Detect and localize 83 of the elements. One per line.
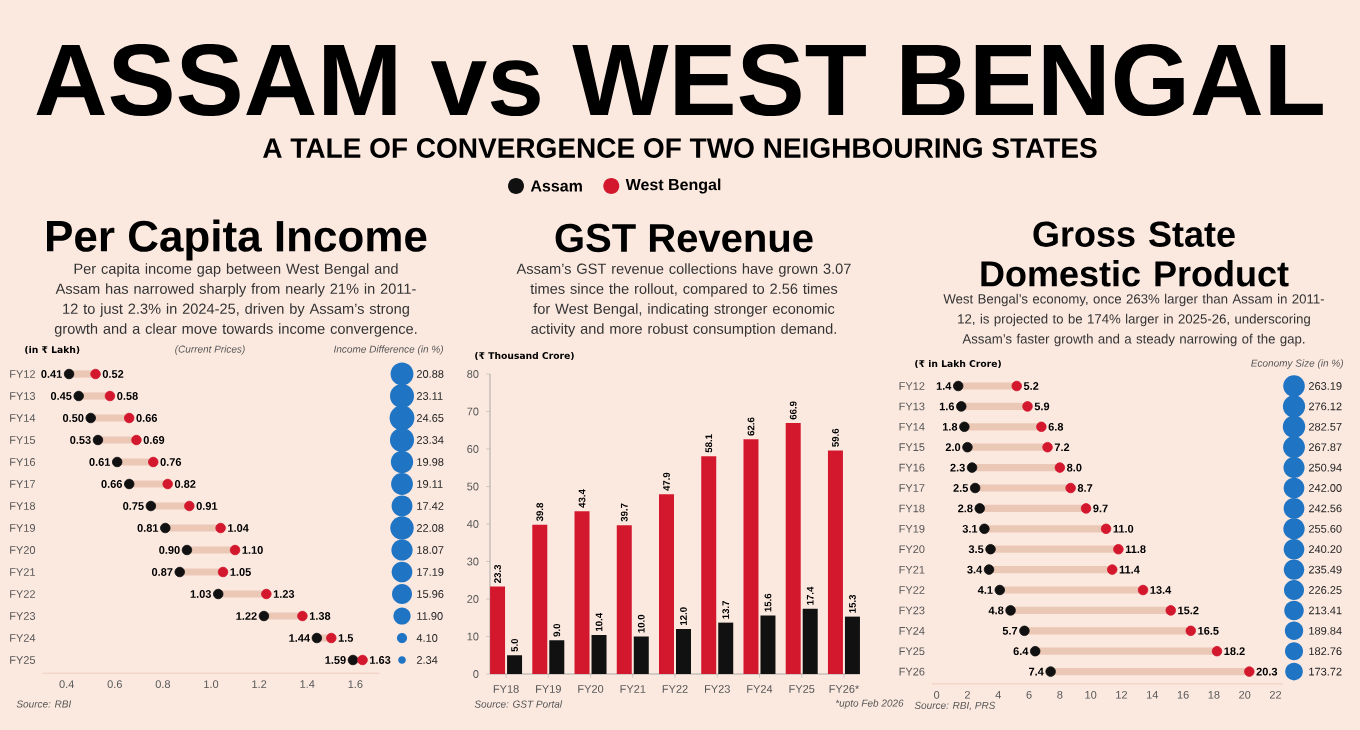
point	[258, 610, 270, 622]
bar	[549, 640, 565, 674]
bar	[591, 635, 607, 674]
point	[124, 412, 135, 424]
point	[148, 456, 159, 468]
point	[104, 390, 116, 402]
bar	[844, 616, 860, 674]
point	[1211, 646, 1223, 657]
chart-title: GST Revenue	[555, 223, 813, 253]
point	[326, 632, 337, 644]
point	[959, 421, 970, 432]
bar	[827, 450, 843, 674]
point	[1113, 544, 1124, 555]
bar	[633, 636, 649, 674]
point	[181, 544, 193, 556]
point	[213, 588, 224, 600]
bar	[718, 622, 734, 674]
point	[145, 500, 157, 512]
point	[297, 610, 308, 622]
point	[979, 523, 990, 535]
point	[952, 380, 964, 392]
point	[983, 564, 995, 575]
point	[229, 544, 241, 556]
point	[63, 368, 75, 380]
point	[131, 434, 142, 446]
point	[160, 522, 171, 534]
point	[73, 390, 84, 402]
point	[347, 654, 359, 666]
bar	[616, 525, 632, 674]
point	[956, 401, 967, 412]
point	[1185, 625, 1196, 636]
point	[1137, 584, 1149, 596]
point	[1042, 442, 1053, 453]
point	[92, 434, 104, 446]
point	[962, 442, 973, 453]
point	[162, 478, 173, 490]
point	[1030, 646, 1041, 657]
bar	[760, 615, 776, 674]
text: A TALE OF CONVERGENCE OF TWO NEIGHBOURING STATES	[263, 138, 1097, 158]
chart-title: Per Capita Income	[47, 219, 427, 261]
point	[217, 566, 229, 578]
point	[1080, 503, 1092, 514]
point	[174, 566, 185, 578]
point	[1054, 462, 1066, 473]
bar	[532, 524, 548, 674]
chart-title: Gross State Domestic Product	[981, 221, 1289, 287]
bar	[785, 423, 801, 674]
point	[1022, 401, 1033, 412]
point	[1100, 523, 1112, 535]
point	[1036, 421, 1047, 432]
point	[261, 588, 272, 600]
point	[966, 462, 978, 473]
point	[1019, 625, 1030, 636]
bar	[507, 655, 523, 674]
point	[1011, 380, 1022, 392]
legend-label: West Bengal	[625, 178, 721, 194]
point	[1065, 482, 1076, 494]
point	[1005, 605, 1016, 616]
point	[985, 544, 996, 555]
point	[215, 522, 226, 534]
point	[1107, 564, 1118, 575]
bar	[659, 494, 674, 674]
point	[969, 482, 981, 494]
point	[111, 456, 123, 468]
point	[184, 500, 195, 512]
point	[994, 584, 1005, 596]
point	[1244, 666, 1255, 677]
point	[974, 503, 985, 514]
point	[1165, 605, 1176, 616]
text: ASSAM vs WEST BENGAL	[36, 43, 1323, 117]
bar	[802, 608, 818, 674]
bar	[743, 439, 759, 674]
point	[85, 412, 96, 424]
point	[357, 654, 368, 666]
bar	[676, 629, 691, 674]
point	[90, 368, 101, 380]
bar	[574, 511, 590, 674]
bar	[490, 586, 506, 674]
legend-label: Assam	[530, 180, 582, 192]
bar	[701, 456, 717, 674]
point	[1045, 666, 1056, 677]
point	[311, 632, 323, 644]
point	[124, 478, 135, 490]
